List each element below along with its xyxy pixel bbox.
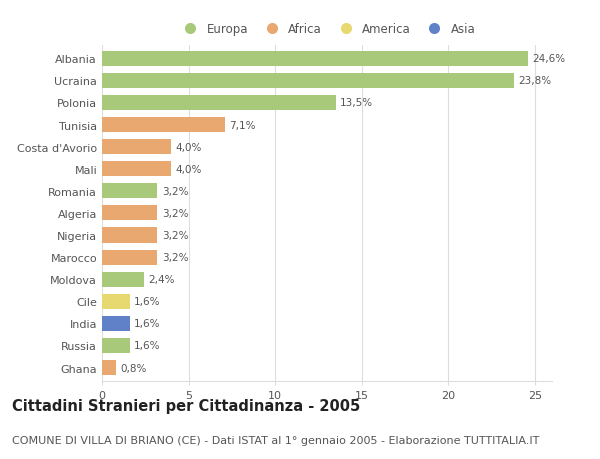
Text: 24,6%: 24,6%	[532, 54, 565, 64]
Text: 23,8%: 23,8%	[518, 76, 551, 86]
Text: 7,1%: 7,1%	[229, 120, 256, 130]
Bar	[102, 338, 130, 353]
Bar	[102, 51, 528, 67]
Bar	[102, 162, 171, 177]
Bar	[102, 96, 335, 111]
Text: 4,0%: 4,0%	[176, 164, 202, 174]
Text: 0,8%: 0,8%	[120, 363, 146, 373]
Text: 4,0%: 4,0%	[176, 142, 202, 152]
Bar	[102, 140, 171, 155]
Bar	[102, 74, 514, 89]
Bar	[102, 316, 130, 331]
Text: 2,4%: 2,4%	[148, 274, 175, 285]
Bar	[102, 228, 157, 243]
Text: 3,2%: 3,2%	[162, 230, 188, 241]
Legend: Europa, Africa, America, Asia: Europa, Africa, America, Asia	[173, 18, 481, 41]
Bar	[102, 118, 225, 133]
Text: Cittadini Stranieri per Cittadinanza - 2005: Cittadini Stranieri per Cittadinanza - 2…	[12, 398, 360, 413]
Bar	[102, 184, 157, 199]
Bar	[102, 206, 157, 221]
Bar	[102, 360, 116, 375]
Text: 1,6%: 1,6%	[134, 341, 161, 351]
Text: 3,2%: 3,2%	[162, 186, 188, 196]
Text: 3,2%: 3,2%	[162, 208, 188, 218]
Bar	[102, 250, 157, 265]
Text: 1,6%: 1,6%	[134, 319, 161, 329]
Text: 1,6%: 1,6%	[134, 297, 161, 307]
Bar	[102, 272, 143, 287]
Text: COMUNE DI VILLA DI BRIANO (CE) - Dati ISTAT al 1° gennaio 2005 - Elaborazione TU: COMUNE DI VILLA DI BRIANO (CE) - Dati IS…	[12, 435, 539, 445]
Text: 13,5%: 13,5%	[340, 98, 373, 108]
Bar	[102, 294, 130, 309]
Text: 3,2%: 3,2%	[162, 252, 188, 263]
